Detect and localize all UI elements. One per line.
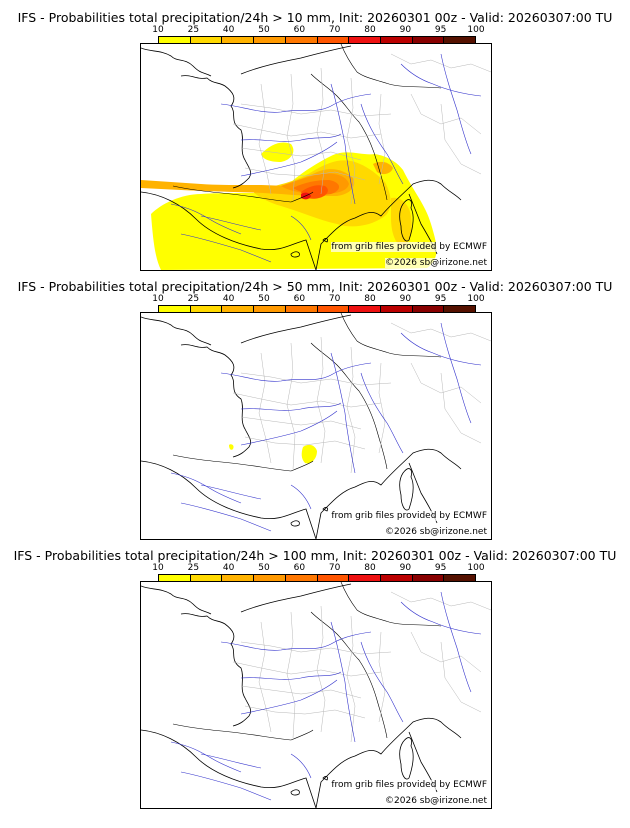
colorbar-swatch: [317, 306, 350, 312]
copyright-label: ©2026 sb@irizone.net: [385, 796, 487, 806]
colorbar-tick-label: 80: [364, 294, 376, 304]
colorbar-tick-label: 50: [258, 25, 270, 35]
colorbar-swatch: [190, 306, 223, 312]
colorbar-tick-label: 95: [434, 563, 447, 573]
colorbar-swatch: [222, 575, 255, 581]
panel-title: IFS - Probabilities total precipitation/…: [17, 10, 613, 25]
colorbar-swatch: [380, 37, 413, 43]
colorbar-tick-label: 90: [399, 294, 412, 304]
colorbar-swatch: [380, 306, 413, 312]
colorbar-swatch: [254, 37, 286, 43]
colorbar-tick-label: 25: [187, 294, 200, 304]
colorbar-swatch: [285, 306, 318, 312]
probability-map: from grib files provided by ECMWF ©2026 …: [140, 43, 492, 271]
colorbar-tick-label: 100: [467, 294, 485, 304]
colorbar-tick-label: 60: [293, 294, 306, 304]
colorbar-tick-label: 60: [293, 25, 306, 35]
colorbar-tick-label: 95: [434, 294, 447, 304]
colorbar-swatch: [349, 306, 381, 312]
colorbar-tick-label: 70: [328, 25, 341, 35]
colorbar-tick-label: 50: [258, 294, 270, 304]
colorbar-swatch: [412, 575, 445, 581]
colorbar-tick-label: 95: [434, 25, 447, 35]
colorbar-tick-label: 50: [258, 563, 270, 573]
colorbar-tick-label: 40: [222, 25, 235, 35]
colorbar-tick-label: 90: [399, 563, 412, 573]
precipitation-probability-shading: [141, 142, 437, 270]
colorbar-tick-label: 40: [222, 294, 235, 304]
colorbar-swatch: [159, 306, 191, 312]
map-panel-10mm: IFS - Probabilities total precipitation/…: [0, 10, 630, 278]
colorbar-swatch: [254, 306, 286, 312]
colorbar-tick-label: 70: [328, 294, 341, 304]
map-canvas: [141, 582, 491, 808]
colorbar-tick-label: 100: [467, 25, 485, 35]
probability-map: from grib files provided by ECMWF ©2026 …: [140, 312, 492, 540]
colorbar-swatch: [317, 37, 350, 43]
colorbar-swatch: [444, 306, 476, 312]
map-canvas: [141, 44, 491, 270]
colorbar-swatch: [349, 37, 381, 43]
colorbar-tick-label: 10: [152, 294, 164, 304]
colorbar-swatch: [222, 306, 255, 312]
colorbar-tick-label: 90: [399, 25, 412, 35]
copyright-label: ©2026 sb@irizone.net: [385, 258, 487, 268]
colorbar-swatch: [190, 575, 223, 581]
colorbar-swatch: [412, 37, 445, 43]
colorbar-swatch: [159, 575, 191, 581]
map-panel-50mm: IFS - Probabilities total precipitation/…: [0, 279, 630, 547]
colorbar-tick-label: 10: [152, 25, 164, 35]
colorbar-swatch: [159, 37, 191, 43]
colorbar-swatch: [349, 575, 381, 581]
precipitation-probability-shading: [229, 444, 317, 464]
source-credit: from grib files provided by ECMWF: [331, 780, 487, 790]
colorbar-swatch: [412, 306, 445, 312]
map-canvas: [141, 313, 491, 539]
probability-map: from grib files provided by ECMWF ©2026 …: [140, 581, 492, 809]
colorbar-tick-label: 25: [187, 25, 200, 35]
panel-title: IFS - Probabilities total precipitation/…: [13, 548, 617, 563]
colorbar-swatch: [254, 575, 286, 581]
colorbar-swatch: [380, 575, 413, 581]
map-panel-100mm: IFS - Probabilities total precipitation/…: [0, 548, 630, 816]
colorbar-tick-label: 70: [328, 563, 341, 573]
colorbar-swatch: [317, 575, 350, 581]
panel-title: IFS - Probabilities total precipitation/…: [17, 279, 613, 294]
colorbar-tick-label: 100: [467, 563, 485, 573]
colorbar-swatch: [222, 37, 255, 43]
source-credit: from grib files provided by ECMWF: [331, 242, 487, 252]
colorbar-tick-label: 80: [364, 563, 376, 573]
colorbar-swatch: [444, 37, 476, 43]
colorbar-swatch: [190, 37, 223, 43]
colorbar-tick-label: 60: [293, 563, 306, 573]
colorbar-tick-label: 40: [222, 563, 235, 573]
colorbar-tick-label: 10: [152, 563, 164, 573]
copyright-label: ©2026 sb@irizone.net: [385, 527, 487, 537]
colorbar-tick-label: 25: [187, 563, 200, 573]
colorbar-tick-label: 80: [364, 25, 376, 35]
colorbar-swatch: [285, 575, 318, 581]
source-credit: from grib files provided by ECMWF: [331, 511, 487, 521]
colorbar-swatch: [285, 37, 318, 43]
colorbar-swatch: [444, 575, 476, 581]
